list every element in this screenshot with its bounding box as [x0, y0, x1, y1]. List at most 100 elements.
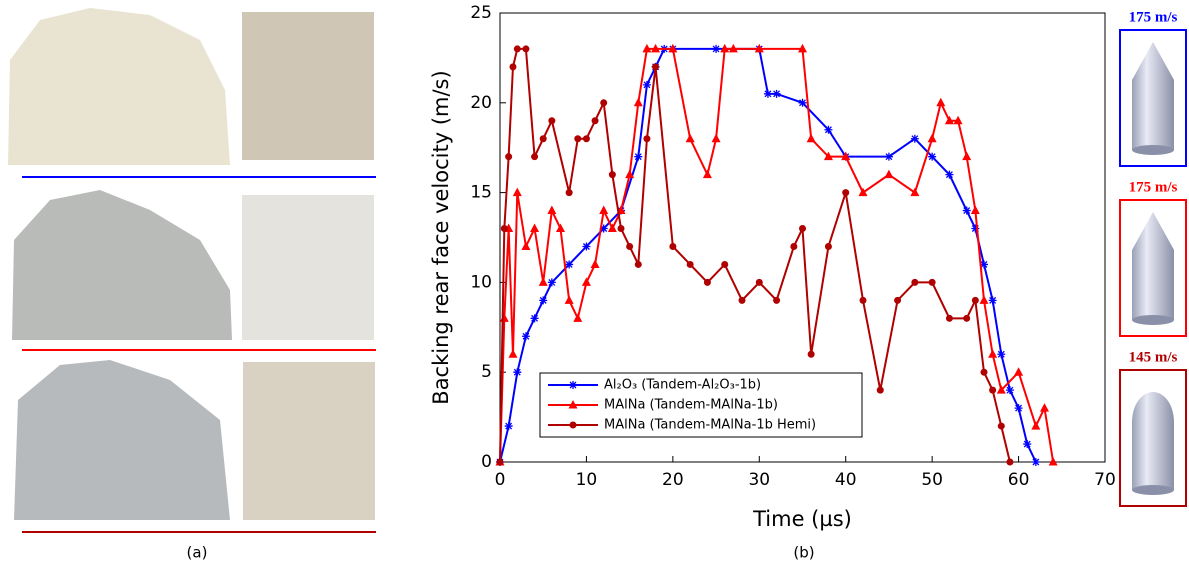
cylinder [1132, 80, 1174, 150]
point [988, 349, 998, 358]
point [928, 278, 936, 286]
point [842, 189, 850, 197]
point [953, 115, 963, 125]
point [530, 223, 540, 233]
speed-label: 175 m/s [1129, 179, 1178, 195]
point [755, 278, 763, 286]
series-line [499, 47, 1037, 463]
point [686, 260, 694, 268]
point [1048, 457, 1058, 466]
point [626, 242, 634, 250]
y-axis-label: Backing rear face velocity (m/s) [429, 70, 453, 404]
point [651, 43, 661, 53]
point [538, 277, 548, 286]
point [685, 133, 695, 143]
chart: 0 10 20 30 40 50 60 70 0 5 10 15 20 25 Time (µs) Backin… [429, 3, 1116, 531]
cylinder-base [1132, 485, 1174, 495]
point [642, 43, 652, 53]
point [703, 278, 711, 286]
point [504, 422, 513, 431]
icon-frame [1119, 199, 1187, 337]
point [599, 224, 608, 233]
point [500, 225, 508, 233]
point [928, 152, 937, 161]
legend-label: MAlNa (Tandem-MAlNa-1b Hemi) [604, 418, 816, 433]
point [582, 135, 590, 143]
point [859, 296, 867, 304]
point [539, 135, 547, 143]
point [970, 205, 980, 215]
point [773, 296, 781, 304]
point [668, 43, 678, 53]
point [790, 242, 798, 250]
point [823, 151, 833, 161]
point [1005, 386, 1014, 395]
point [617, 225, 625, 233]
point [539, 296, 548, 305]
x-axis-label: Time (µs) [752, 507, 852, 531]
panel-label: (b) [793, 544, 814, 562]
point [1014, 367, 1024, 376]
point [547, 205, 557, 215]
point [712, 44, 721, 53]
x-tick-label: 60 [1008, 470, 1030, 490]
point [876, 386, 884, 394]
point [521, 241, 531, 250]
point [1031, 421, 1041, 430]
point [798, 98, 807, 107]
point [738, 296, 746, 304]
y-tick-label: 5 [481, 362, 492, 382]
point [728, 43, 738, 53]
cone [1132, 212, 1174, 250]
panel-label: (a) [187, 544, 208, 562]
point [711, 133, 721, 143]
point [997, 422, 1005, 430]
point [841, 151, 851, 161]
point [945, 170, 954, 179]
point [590, 259, 600, 268]
photo-plate [242, 12, 374, 160]
point [509, 63, 517, 71]
point [799, 225, 806, 233]
x-tick-label: 40 [835, 470, 857, 490]
legend-marker [568, 400, 578, 409]
point [807, 350, 815, 358]
point [1031, 458, 1040, 466]
legend-marker [569, 381, 577, 389]
x-tick-label: 70 [1094, 470, 1116, 490]
point [798, 43, 807, 53]
photo-plate [243, 362, 375, 520]
point [556, 223, 565, 233]
point [591, 117, 599, 125]
point [634, 260, 642, 268]
point [858, 187, 868, 197]
point [894, 296, 902, 304]
point [997, 350, 1006, 359]
icon-frame [1119, 369, 1187, 507]
point [607, 223, 617, 233]
legend-label: MAlNa (Tandem-MAlNa-1b) [604, 398, 778, 413]
point [971, 224, 980, 233]
point [988, 296, 997, 305]
point [721, 260, 729, 268]
point [531, 153, 539, 161]
point [962, 151, 972, 161]
point [565, 189, 573, 197]
point [910, 134, 919, 143]
point [530, 314, 539, 323]
point [565, 260, 574, 269]
point [996, 385, 1006, 394]
photo-fragments [8, 8, 230, 165]
x-tick-label: 10 [576, 470, 598, 490]
point [564, 295, 574, 304]
cone [1132, 42, 1174, 80]
point [910, 187, 920, 197]
legend-label: Al₂O₃ (Tandem-Al₂O₃-1b) [604, 378, 761, 393]
point [971, 296, 979, 304]
point [962, 206, 971, 215]
point [608, 171, 616, 179]
point [599, 205, 609, 215]
point [508, 349, 518, 358]
y-tick-label: 25 [470, 3, 492, 23]
speed-label: 145 m/s [1129, 349, 1178, 365]
